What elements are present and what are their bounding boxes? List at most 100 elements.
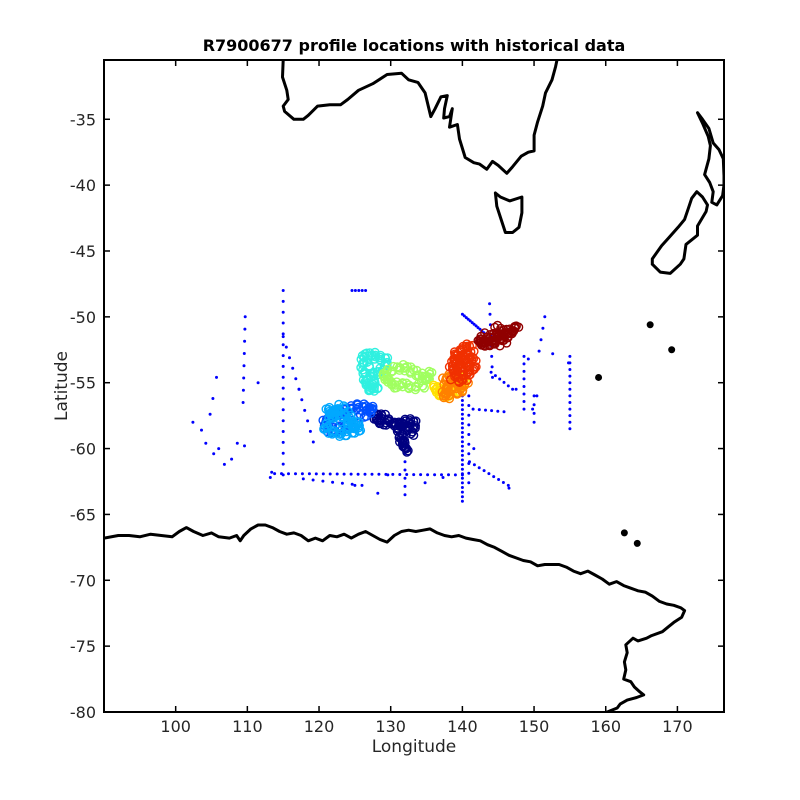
historical-point: [311, 440, 315, 444]
historical-point: [342, 472, 346, 476]
historical-point: [522, 400, 526, 403]
historical-point: [522, 362, 526, 366]
historical-point: [405, 473, 409, 476]
historical-point: [191, 420, 195, 424]
historical-point: [281, 375, 285, 379]
historical-point: [281, 440, 285, 444]
historical-point: [241, 401, 245, 404]
x-tick-label: 130: [375, 717, 406, 736]
historical-point: [506, 483, 510, 487]
historical-point: [419, 473, 423, 477]
historical-point: [222, 462, 226, 466]
historical-point: [467, 394, 471, 398]
historical-point: [532, 420, 536, 424]
profile-point: [433, 382, 443, 392]
historical-point: [349, 472, 353, 476]
historical-point: [377, 472, 381, 476]
historical-point: [506, 384, 510, 388]
profile-point: [467, 340, 477, 351]
historical-point: [217, 447, 221, 451]
historical-point: [403, 493, 407, 497]
profile-point: [462, 375, 472, 385]
profile-point: [462, 339, 472, 349]
historical-point: [412, 473, 416, 477]
historical-point: [476, 326, 480, 330]
profile-point: [362, 375, 372, 385]
profile-point: [478, 340, 489, 351]
y-axis-ticks: -35 -40 -45 -50 -55 -60 -65 -70 -75 -80: [70, 110, 724, 722]
historical-point: [460, 412, 464, 416]
historical-point: [242, 352, 246, 355]
historical-point: [568, 394, 572, 398]
historical-point: [522, 385, 526, 388]
historical-point: [281, 451, 285, 455]
historical-point: [281, 354, 285, 358]
profile-point: [366, 404, 377, 414]
historical-point: [281, 419, 285, 423]
profile-point: [363, 382, 374, 392]
historical-point: [460, 453, 464, 457]
historical-point: [460, 444, 464, 448]
historical-point: [441, 476, 445, 479]
historical-point: [490, 354, 494, 358]
historical-point: [360, 289, 364, 292]
profile-point: [329, 410, 340, 420]
historical-point: [531, 407, 535, 411]
historical-point: [532, 411, 536, 415]
historical-point: [460, 399, 464, 402]
historical-point: [482, 469, 486, 473]
historical-point: [294, 472, 297, 476]
historical-point: [281, 310, 285, 314]
profile-point: [508, 327, 518, 337]
historical-point: [460, 440, 464, 444]
profile-point: [489, 338, 500, 348]
historical-point: [460, 490, 464, 494]
historical-point: [490, 365, 494, 369]
historical-point: [281, 299, 285, 303]
historical-point: [522, 407, 526, 411]
historical-point: [364, 289, 368, 292]
historical-point: [522, 377, 526, 381]
historical-point: [241, 388, 245, 392]
x-tick-label: 170: [662, 717, 693, 736]
historical-point: [539, 338, 543, 342]
historical-point: [471, 407, 475, 411]
historical-point: [541, 326, 545, 330]
historical-point: [462, 314, 466, 318]
historical-point: [321, 479, 325, 483]
y-tick-label: -35: [70, 110, 96, 129]
historical-point: [453, 473, 457, 477]
profile-point: [403, 421, 413, 431]
small-island: [620, 529, 628, 537]
profile-point: [439, 392, 449, 403]
historical-point: [568, 368, 572, 371]
historical-point: [363, 472, 367, 476]
profile-point: [365, 406, 375, 416]
y-tick-label: -70: [70, 571, 96, 590]
x-tick-label: 160: [590, 717, 621, 736]
y-tick-label: -75: [70, 637, 96, 656]
historical-point: [403, 468, 407, 472]
plot-frame: [103, 59, 725, 713]
historical-point: [447, 473, 450, 477]
historical-point: [270, 470, 274, 474]
historical-point: [460, 408, 464, 412]
historical-point: [467, 413, 471, 417]
historical-point: [281, 462, 285, 466]
small-island: [646, 321, 654, 329]
profile-locations-layer: [318, 320, 524, 457]
historical-point: [376, 491, 380, 495]
profile-point: [462, 343, 472, 353]
profile-point: [440, 388, 450, 399]
historical-point: [522, 369, 526, 373]
historical-point: [311, 478, 315, 482]
historical-point: [230, 457, 234, 461]
historical-point: [211, 397, 215, 400]
profile-point: [480, 328, 490, 338]
chart-title: R7900677 profile locations with historic…: [203, 36, 626, 55]
historical-point: [522, 354, 526, 358]
historical-point: [386, 473, 390, 477]
historical-point: [467, 433, 471, 436]
historical-point: [467, 423, 471, 427]
historical-point: [487, 472, 491, 476]
